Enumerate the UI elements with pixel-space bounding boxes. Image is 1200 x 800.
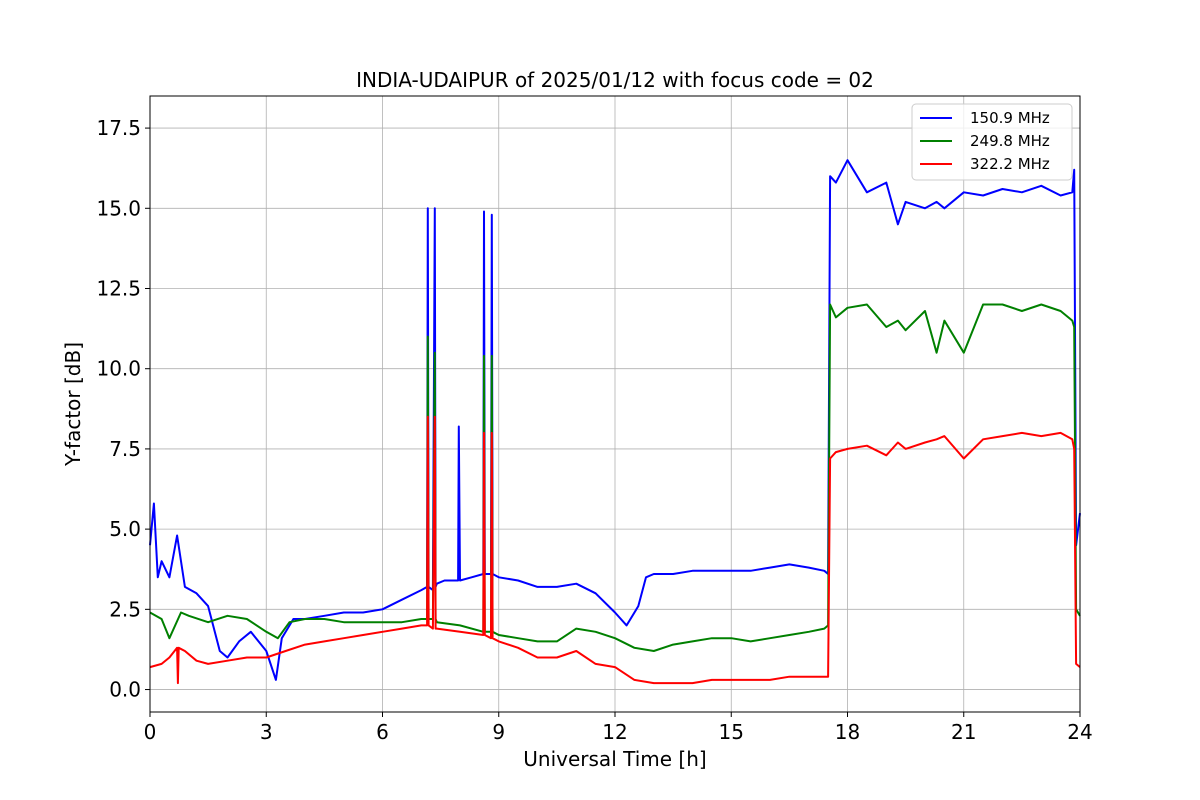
x-tick-label: 3	[260, 720, 273, 744]
x-tick-label: 12	[602, 720, 627, 744]
y-tick-label: 10.0	[96, 357, 141, 381]
series-line-3	[149, 415, 1081, 685]
series-line-1	[149, 159, 1081, 681]
y-tick-label: 5.0	[109, 517, 141, 541]
x-tick-label: 18	[835, 720, 860, 744]
x-tick-label: 9	[492, 720, 505, 744]
y-tick-label: 2.5	[109, 597, 141, 621]
x-tick-label: 24	[1067, 720, 1092, 744]
legend-entry: 150.9 MHz	[970, 109, 1050, 127]
legend-box	[911, 103, 1073, 181]
y-axis-label: Y-factor [dB]	[61, 342, 85, 467]
chart-title: INDIA-UDAIPUR of 2025/01/12 with focus c…	[356, 68, 874, 92]
y-tick-label: 17.5	[96, 116, 141, 140]
legend-entry: 322.2 MHz	[970, 155, 1050, 173]
x-tick-label: 15	[719, 720, 744, 744]
y-tick-label: 12.5	[96, 277, 141, 301]
x-axis-label: Universal Time [h]	[523, 747, 706, 771]
y-tick-label: 7.5	[109, 437, 141, 461]
grid	[149, 96, 1081, 712]
x-tick-label: 6	[376, 720, 389, 744]
x-tick-label: 21	[951, 720, 976, 744]
series-line-2	[149, 303, 1081, 652]
y-tick-label: 15.0	[96, 196, 141, 220]
ticks: 0 3 6 9 12 15 18 21 24 0.0 2.5 5.0 7.5 10.0 12.5 15.0 17…	[96, 116, 1092, 744]
x-tick-label: 0	[144, 720, 157, 744]
legend: 150.9 MHz 249.8 MHz 322.2 MHz	[911, 103, 1073, 181]
legend-entry: 249.8 MHz	[970, 132, 1050, 150]
y-tick-label: 0.0	[109, 678, 141, 702]
series-layer	[149, 159, 1081, 685]
